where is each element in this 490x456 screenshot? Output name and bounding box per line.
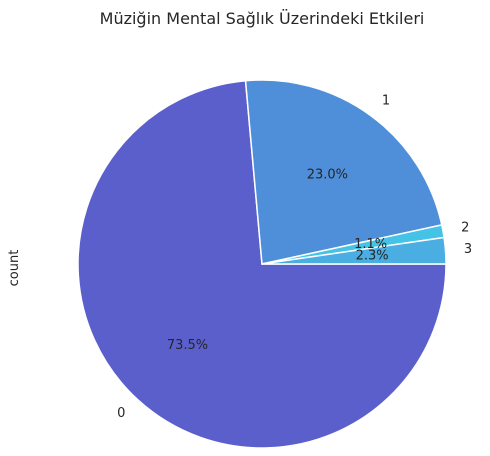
pie-chart: 0 73.5% 1 23.0% 2 1.1% 3 2.3% — [77, 79, 472, 449]
percent-label-1: 23.0% — [307, 168, 348, 183]
y-axis-label: count — [7, 250, 22, 287]
category-label-3: 3 — [464, 242, 472, 257]
percent-label-3: 2.3% — [356, 249, 389, 264]
percent-label-2: 1.1% — [354, 237, 387, 252]
pie-slice-3 — [261, 236, 447, 265]
category-label-1: 1 — [382, 93, 390, 108]
category-label-2: 2 — [461, 220, 469, 235]
percent-label-0: 73.5% — [167, 338, 208, 353]
chart-title: Müziğin Mental Sağlık Üzerindeki Etkiler… — [100, 9, 425, 28]
category-label-0: 0 — [117, 406, 125, 421]
pie-slice-1 — [244, 79, 443, 265]
